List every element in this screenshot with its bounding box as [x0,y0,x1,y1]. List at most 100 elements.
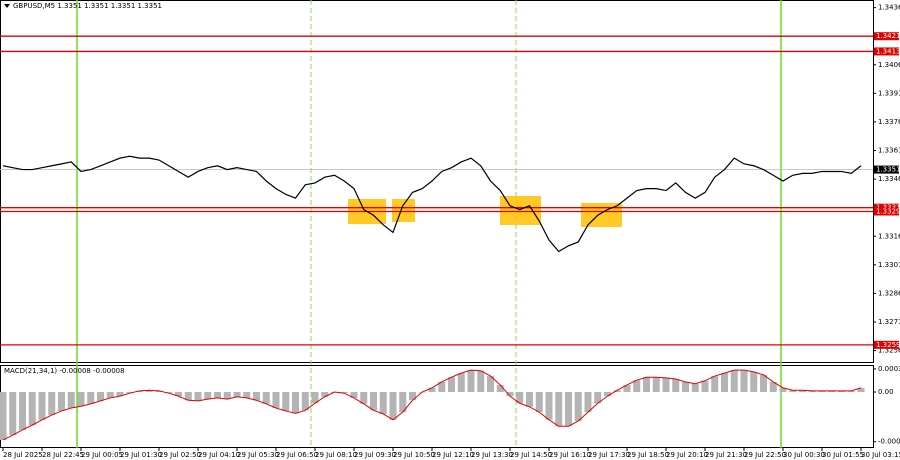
macd-bar [165,392,173,394]
main-frame [0,0,874,363]
macd-bar [691,383,699,393]
macd-bar [467,370,475,393]
macd-bar [223,392,231,400]
macd-bar [838,390,845,393]
macd-bar [662,377,670,393]
macd-bar [516,392,524,404]
macd-bar [9,392,17,436]
macd-bar [555,392,563,427]
macd-bar [409,392,416,401]
highlight [392,199,415,222]
macd-bar [818,390,826,393]
macd-bar [389,392,397,420]
macd-bar [496,384,504,393]
macd-bar [214,392,221,398]
macd-bar [730,370,738,393]
macd-bar [97,392,104,401]
macd-bar [399,392,407,413]
x-tick-label: 29 Jul 21:30 [705,451,747,459]
macd-bar [116,392,124,397]
x-tick-label: 29 Jul 13:30 [471,451,513,459]
macd-bar [545,392,553,420]
macd-bar [321,392,329,397]
macd-bar [857,387,865,393]
macd-bar [379,392,387,414]
plot-layer: 1.34361.34061.33911.33761.33611.33461.33… [0,4,900,459]
macd-bar [243,392,251,398]
macd-bar [87,392,95,404]
last-price-label: 1.3351 [876,166,900,174]
macd-bar [311,392,319,404]
macd-bar [847,390,855,393]
level-label: 1.3259 [876,341,900,349]
y-tick-label: 1.3406 [878,61,900,69]
macd-signal-line [2,369,862,441]
macd-bar [448,377,455,393]
macd-bar [535,392,543,413]
macd-bar [233,392,241,397]
macd-bar [48,392,56,416]
macd-bar [340,392,348,394]
macd-bar [701,380,709,393]
macd-bar [38,392,46,420]
macd-bar [506,392,514,397]
y-tick-label: 1.3346 [878,175,900,183]
macd-bar [0,392,7,440]
macd-bar [565,392,572,427]
x-tick-label: 29 Jul 17:30 [588,451,630,459]
x-tick-label: 29 Jul 16:10 [549,451,591,459]
macd-bar [643,377,650,393]
macd-bar [175,392,182,397]
macd-bar [438,381,446,393]
x-tick-label: 30 Jul 03:15 [861,451,900,459]
macd-bar [262,392,270,404]
level-label-box [874,340,899,349]
macd-bar [682,381,689,393]
macd-bar [370,392,377,411]
macd-bar [58,392,65,411]
macd-bar [574,392,582,421]
x-tick-label: 28 Jul 2025 [3,451,43,459]
macd-bar [428,387,436,393]
x-tick-label: 29 Jul 02:50 [159,451,201,459]
x-tick-label: 29 Jul 04:10 [198,451,240,459]
macd-bar [711,376,719,393]
macd-bar [828,390,836,393]
x-tick-label: 29 Jul 08:10 [315,451,357,459]
macd-bar [292,392,299,414]
macd-bar [604,392,611,397]
y-tick-label: 0.00039 [878,365,900,373]
macd-bar [721,373,728,393]
x-tick-label: 29 Jul 22:50 [744,451,786,459]
macd-bar [623,384,631,393]
macd-bar [194,392,202,401]
macd-bar [253,392,260,401]
macd-bar [360,392,368,404]
y-tick-label: 1.3376 [878,118,900,126]
macd-bar [272,392,280,408]
macd-bar [750,371,758,393]
x-tick-label: 29 Jul 01:30 [120,451,162,459]
macd-bar [184,392,192,401]
macd-title: MACD(21,34,1) -0.00008 -0.00008 [4,367,125,375]
macd-bar [282,392,290,411]
x-tick-label: 29 Jul 20:10 [666,451,708,459]
level-label-box [874,32,899,41]
macd-bar [487,376,494,393]
level-label-box [874,207,899,216]
y-tick-label: 1.3256 [878,347,900,355]
macd-bar [126,392,134,394]
level-label-box [874,47,899,56]
price-line [2,155,862,253]
x-tick-label: 29 Jul 18:50 [627,451,669,459]
x-tick-label: 29 Jul 00:05 [81,451,123,459]
macd-bar [789,390,797,393]
macd-bar [145,390,153,393]
macd-bar [526,392,533,407]
x-tick-label: 29 Jul 12:10 [432,451,474,459]
x-tick-label: 29 Jul 09:30 [354,451,396,459]
